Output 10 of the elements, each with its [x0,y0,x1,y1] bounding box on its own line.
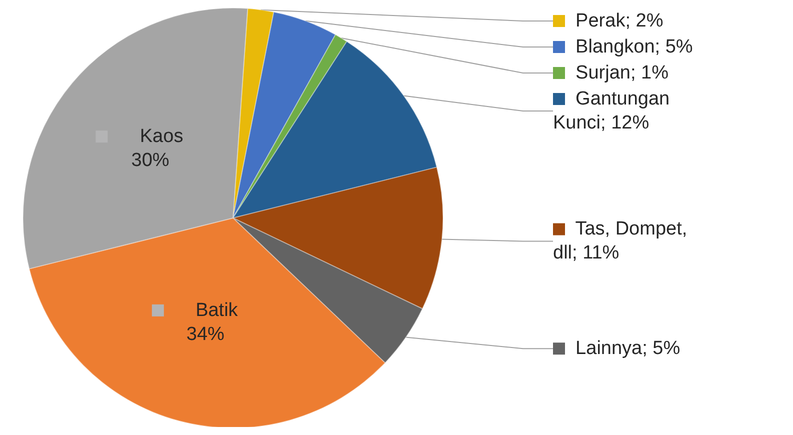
data-label: 34% [186,324,225,345]
legend-label: Blangkon; 5% [565,36,693,58]
slice-label: Batik [185,300,238,321]
legend-label: Surjan; 1% [565,62,669,84]
legend-label: Tas, Dompet, dll; 11% [553,218,692,264]
legend-label: Lainnya; 5% [565,338,680,360]
legend-label: Perak; 2% [565,10,664,32]
legend-label: Kaos [129,126,184,148]
data-label: 30% [131,150,170,172]
legend-label: Gantungan Kunci; 12% [553,88,675,134]
